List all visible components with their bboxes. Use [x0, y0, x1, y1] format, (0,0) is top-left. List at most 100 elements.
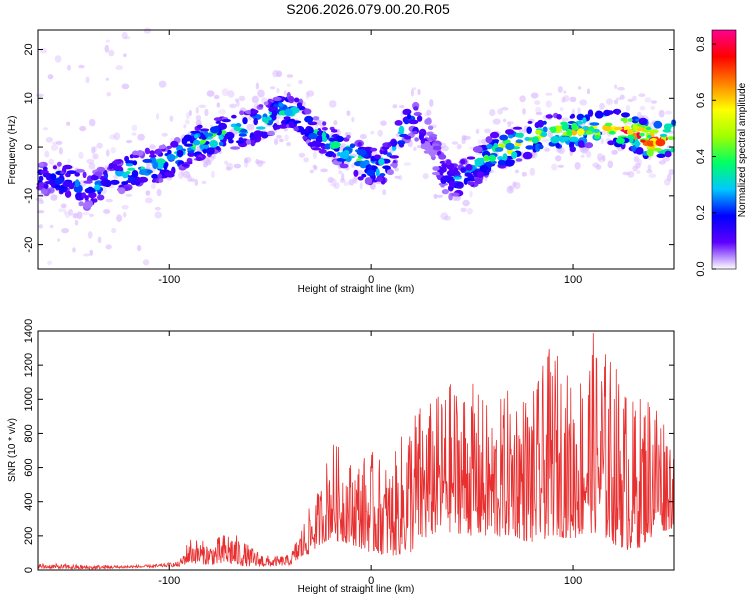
spectrogram-noise-blob — [646, 169, 653, 174]
spectrogram-noise-blob — [156, 113, 160, 120]
spectrogram-noise-blob — [394, 175, 401, 179]
spectrogram-noise-blob — [627, 171, 635, 178]
spectrogram-cell — [404, 135, 412, 140]
spectrogram-noise-blob — [72, 247, 76, 253]
spectrogram-noise-blob — [557, 164, 564, 168]
spectrogram-cell — [560, 121, 568, 126]
spectrogram-noise-blob — [51, 141, 59, 145]
spectrogram-noise-blob — [638, 93, 646, 98]
spectrogram-noise-blob — [559, 107, 564, 112]
spectrogram-noise-blob — [111, 227, 117, 234]
spectrogram-noise-blob — [607, 160, 614, 169]
spectrogram-noise-blob — [145, 190, 151, 196]
spectrogram-noise-blob — [137, 133, 145, 141]
spectrogram-cell — [296, 102, 303, 108]
spectrogram-cell — [427, 125, 434, 130]
spectrogram-cell — [667, 136, 676, 141]
spectrogram-noise-blob — [233, 163, 242, 169]
spectrogram-noise-blob — [303, 157, 310, 163]
spectrogram-cell — [221, 118, 231, 123]
spectrogram-noise-blob — [577, 107, 581, 116]
spectrogram-cell — [64, 190, 72, 198]
spectrogram-noise-blob — [225, 166, 232, 171]
spectrogram-cell — [127, 176, 136, 182]
spectrogram-cell — [41, 190, 48, 194]
spectrogram-cell — [608, 130, 616, 135]
spectrogram-noise-blob — [121, 204, 129, 210]
spectrogram-cell — [448, 180, 456, 188]
spectrogram-noise-blob — [456, 144, 462, 150]
spectrogram-cell — [477, 170, 485, 178]
spectrogram-noise-blob — [183, 124, 187, 129]
spectrogram-noise-blob — [557, 86, 564, 93]
spectrogram-noise-blob — [615, 97, 622, 101]
spectrogram-cell — [653, 120, 663, 129]
spectrogram-cell — [152, 161, 159, 170]
spectrogram-noise-blob — [136, 244, 142, 252]
spectrogram-cell — [43, 183, 49, 190]
spectrogram-cell — [154, 148, 162, 155]
spectrogram-cell — [584, 142, 594, 149]
spectrogram-noise-blob — [339, 178, 346, 183]
spectrogram-noise-blob — [56, 140, 63, 145]
spectrogram-noise-blob — [429, 99, 434, 107]
spectrogram-noise-blob — [63, 208, 67, 215]
spectrogram-cell — [215, 146, 221, 151]
spectrogram-cell — [184, 143, 193, 147]
spectrogram-noise-blob — [178, 171, 185, 180]
spectrogram-cell — [108, 163, 114, 170]
spectrogram-noise-blob — [124, 36, 131, 40]
spectrogram-noise-blob — [121, 83, 130, 90]
spectrogram-noise-blob — [586, 150, 592, 158]
spectrogram-cell — [414, 137, 419, 142]
spectrogram-noise-blob — [229, 103, 237, 109]
spectrogram-noise-blob — [424, 112, 429, 117]
spectrogram-cell — [132, 160, 138, 166]
spectrogram-noise-blob — [617, 86, 625, 91]
spectrogram-noise-blob — [650, 105, 656, 110]
spectrogram-noise-blob — [276, 87, 280, 94]
spectrogram-cell — [258, 104, 264, 108]
spectrogram-cell — [420, 139, 425, 144]
spectrogram-cell — [566, 128, 573, 136]
spectrogram-cell — [94, 171, 103, 177]
spectrogram-cell — [363, 159, 370, 166]
spectrogram-noise-blob — [633, 156, 640, 163]
spectrogram-noise-blob — [180, 169, 185, 177]
spectrogram-cell — [127, 167, 136, 171]
spectrogram-noise-blob — [662, 157, 670, 162]
spectrogram-noise-blob — [497, 108, 503, 115]
spectrogram-noise-blob — [234, 98, 240, 103]
snr-y-tick-label: 600 — [23, 458, 35, 476]
spectrogram-noise-blob — [426, 109, 432, 116]
spectrogram-noise-blob — [422, 173, 429, 180]
spectrogram-noise-blob — [96, 142, 103, 149]
spectrogram-cell — [464, 172, 472, 177]
spectrogram-cell — [312, 116, 320, 121]
spectrogram-noise-blob — [246, 123, 255, 131]
spectrogram-cell — [288, 120, 295, 128]
spectrogram-noise-blob — [433, 193, 438, 199]
spectrogram-noise-blob — [218, 109, 226, 115]
spectrogram-cell — [634, 140, 640, 148]
spectrogram-cell — [330, 129, 338, 133]
spectrogram-noise-blob — [359, 133, 367, 140]
spectrogram-cell — [474, 178, 483, 185]
spectrogram-cell — [66, 170, 77, 175]
spectrogram-cell — [130, 180, 137, 186]
spectrogram-noise-blob — [88, 162, 96, 170]
spectrogram-noise-blob — [49, 224, 54, 229]
spectrogram-noise-blob — [286, 83, 291, 87]
spectrogram-cell — [526, 126, 532, 134]
spectrogram-noise-blob — [435, 194, 444, 198]
spectrogram-cell — [157, 173, 163, 179]
spectrogram-noise-blob — [89, 249, 94, 256]
spectrogram-cell — [408, 119, 419, 125]
spectrogram-noise-blob — [377, 129, 384, 137]
spectrogram-noise-blob — [328, 100, 337, 108]
spectrogram-cell — [370, 147, 378, 152]
spectrogram-cell — [474, 160, 484, 167]
spectrogram-cell — [197, 124, 203, 129]
spectrogram-noise-blob — [658, 109, 665, 118]
spectrogram-cell — [75, 196, 84, 201]
